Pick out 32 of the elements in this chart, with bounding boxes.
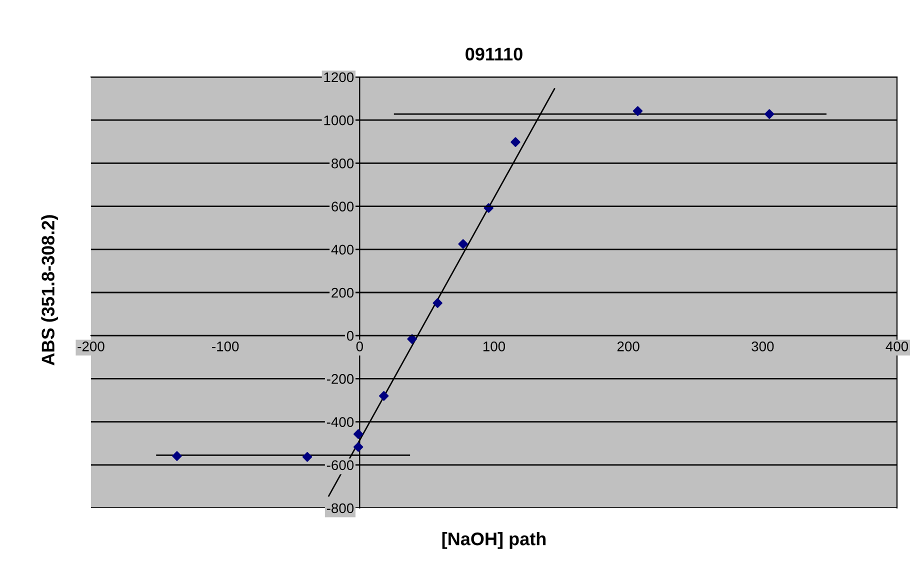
y-tick-label: 200 [332,288,354,298]
y-tick-label: 0 [346,330,354,341]
y-tick-label: 800 [332,158,354,168]
y-tick-label: -200 [326,374,354,384]
point [378,391,389,401]
y-tick-label: 400 [331,244,354,255]
x-tick-label: -100 [212,342,239,352]
point [458,239,468,249]
y-tick-label: 1000 [324,115,354,126]
y-tick-label: 1200 [324,72,354,82]
point [353,442,364,452]
y-tick-label: -600 [326,460,354,470]
point [172,451,182,461]
point [432,298,442,308]
x-tick-label: 300 [752,342,774,352]
x-axis-title: [NaOH] path [442,532,546,549]
x-tick-label: 400 [886,342,908,352]
point [302,452,312,462]
point [407,334,417,344]
y-tick-label: 600 [332,202,354,212]
x-tick-label: -200 [78,342,104,352]
point [510,137,520,147]
y-axis-title: ABS (351.8-308.2) [41,215,58,366]
x-tick-label: 0 [356,342,363,352]
chart-title: 091110 [466,48,522,61]
point [353,429,364,439]
x-tick-label: 100 [483,342,506,352]
y-tick-label: -800 [326,503,354,514]
x-tick-label: 200 [617,342,640,352]
point [632,106,643,116]
point [764,109,774,119]
y-tick-label: -400 [326,417,354,427]
